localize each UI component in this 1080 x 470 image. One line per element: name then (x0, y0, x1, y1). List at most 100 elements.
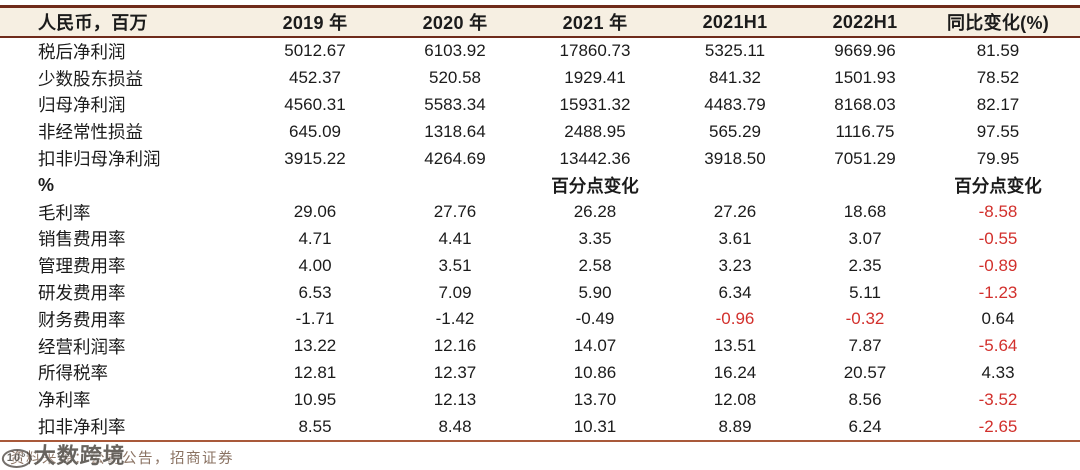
value-cell: 9669.96 (834, 41, 896, 61)
value-cell: 7.87 (848, 336, 882, 356)
value-cell: 1116.75 (835, 121, 895, 141)
value-cell: 645.09 (289, 121, 341, 141)
table-row: 销售费用率 4.71 4.41 3.35 3.61 3.07 -0.55 (0, 226, 1080, 253)
row-label: 研发费用率 (38, 283, 126, 304)
value-cell: 17860.73 (559, 41, 631, 61)
value-cell: 4560.31 (284, 94, 346, 114)
value-cell: 3915.22 (284, 148, 346, 168)
financial-table: 人民币，百万 2019 年 2020 年 2021 年 2021H1 2022H… (0, 5, 1080, 442)
row-label: 扣非归母净利润 (38, 149, 161, 170)
value-cell: -0.55 (978, 228, 1018, 248)
value-cell: 3.07 (848, 228, 882, 248)
table-row: 少数股东损益 452.37 520.58 1929.41 841.32 1501.93 78… (0, 65, 1080, 92)
table-header-row: 人民币，百万 2019 年 2020 年 2021 年 2021H1 2022H… (0, 8, 1080, 38)
row-label: 销售费用率 (38, 229, 126, 250)
column-header-2019: 2019 年 (282, 13, 348, 33)
value-cell: 4.41 (438, 228, 472, 248)
row-label: 扣非净利率 (38, 417, 126, 438)
column-header-2020: 2020 年 (422, 13, 488, 33)
value-cell: 13.51 (713, 336, 757, 356)
value-cell: 18.68 (843, 202, 887, 222)
value-cell: 1318.64 (424, 121, 486, 141)
value-cell: 8.56 (848, 389, 882, 409)
row-label: % (38, 174, 55, 195)
value-cell: 百分点变化 (551, 175, 639, 196)
value-cell: 841.32 (709, 68, 761, 88)
value-cell: 3.51 (438, 255, 472, 275)
value-cell: 百分点变化 (954, 175, 1042, 196)
value-cell: 3.61 (718, 228, 752, 248)
value-cell: 2.35 (848, 255, 882, 275)
value-cell: 2.58 (578, 255, 612, 275)
row-label: 财务费用率 (38, 309, 126, 330)
row-label: 税后净利润 (38, 41, 126, 62)
table-row: 净利率 10.95 12.13 13.70 12.08 8.56 -3.52 (0, 386, 1080, 413)
value-cell: 82.17 (976, 94, 1020, 114)
value-cell: 3918.50 (704, 148, 766, 168)
value-cell: 13.70 (573, 389, 617, 409)
value-cell: 4483.79 (704, 94, 766, 114)
table-row: 扣非归母净利润 3915.22 4264.69 13442.36 3918.50 7051… (0, 145, 1080, 172)
column-header-2021h1: 2021H1 (702, 11, 768, 32)
value-cell: -8.58 (978, 202, 1018, 222)
value-cell: 452.37 (289, 68, 341, 88)
value-cell: 27.26 (713, 202, 757, 222)
table-row: 非经常性损益 645.09 1318.64 2488.95 565.29 1116.75 9… (0, 118, 1080, 145)
value-cell: 2488.95 (564, 121, 626, 141)
value-cell: 1929.41 (564, 68, 626, 88)
value-cell: 13.22 (293, 336, 337, 356)
value-cell: 12.16 (433, 336, 477, 356)
watermark: 10° 大数跨境 (1, 438, 126, 470)
table-body: 税后净利润 5012.67 6103.92 17860.73 5325.11 9669.9… (0, 38, 1080, 442)
value-cell: -0.96 (715, 309, 755, 329)
value-cell: 16.24 (713, 362, 757, 382)
value-cell: 5012.67 (284, 41, 346, 61)
value-cell: 15931.32 (559, 94, 631, 114)
table-row: 扣非净利率 8.55 8.48 10.31 8.89 6.24 -2.65 (0, 413, 1080, 440)
row-label: 少数股东损益 (38, 68, 143, 89)
table-row: 研发费用率 6.53 7.09 5.90 6.34 5.11 -1.23 (0, 279, 1080, 306)
value-cell: 3.23 (718, 255, 752, 275)
value-cell: 8.55 (298, 416, 332, 436)
value-cell: 3.35 (578, 228, 612, 248)
table-row: 财务费用率 -1.71 -1.42 -0.49 -0.96 -0.32 0.64 (0, 306, 1080, 333)
column-header-2022h1: 2022H1 (832, 11, 898, 32)
table-row: 管理费用率 4.00 3.51 2.58 3.23 2.35 -0.89 (0, 252, 1080, 279)
row-label: 毛利率 (38, 202, 91, 223)
value-cell: 26.28 (573, 202, 617, 222)
value-cell: 8.89 (718, 416, 752, 436)
value-cell: -1.42 (435, 309, 475, 329)
value-cell: 7.09 (438, 282, 472, 302)
watermark-logo: 10° (1, 449, 32, 468)
value-cell: 6.53 (298, 282, 332, 302)
value-cell: 29.06 (293, 202, 337, 222)
value-cell: 7051.29 (834, 148, 896, 168)
value-cell: 79.95 (976, 148, 1020, 168)
value-cell: 5.90 (578, 282, 612, 302)
value-cell: 78.52 (976, 68, 1020, 88)
table-row: 所得税率 12.81 12.37 10.86 16.24 20.57 4.33 (0, 360, 1080, 387)
value-cell: 5325.11 (704, 41, 766, 61)
value-cell: 12.37 (433, 362, 477, 382)
value-cell: 20.57 (843, 362, 887, 382)
watermark-text: 大数跨境 (33, 443, 127, 468)
row-label: 净利率 (38, 390, 91, 411)
value-cell: 12.81 (293, 362, 337, 382)
value-cell: -1.71 (295, 309, 335, 329)
value-cell: 565.29 (709, 121, 761, 141)
table-row: 经营利润率 13.22 12.16 14.07 13.51 7.87 -5.64 (0, 333, 1080, 360)
unit-label: 人民币，百万 (38, 13, 148, 33)
table-row: 税后净利润 5012.67 6103.92 17860.73 5325.11 9669.9… (0, 38, 1080, 65)
value-cell: 12.13 (433, 389, 477, 409)
value-cell: 8.48 (438, 416, 472, 436)
value-cell: 0.64 (981, 309, 1015, 329)
value-cell: 6103.92 (424, 41, 486, 61)
value-cell: 1501.93 (834, 68, 896, 88)
value-cell: 14.07 (573, 336, 617, 356)
value-cell: 520.58 (429, 68, 481, 88)
value-cell: 8168.03 (834, 94, 896, 114)
value-cell: 12.08 (713, 389, 757, 409)
value-cell: -0.89 (978, 255, 1018, 275)
column-header-yoy-change: 同比变化(%) (946, 13, 1050, 33)
